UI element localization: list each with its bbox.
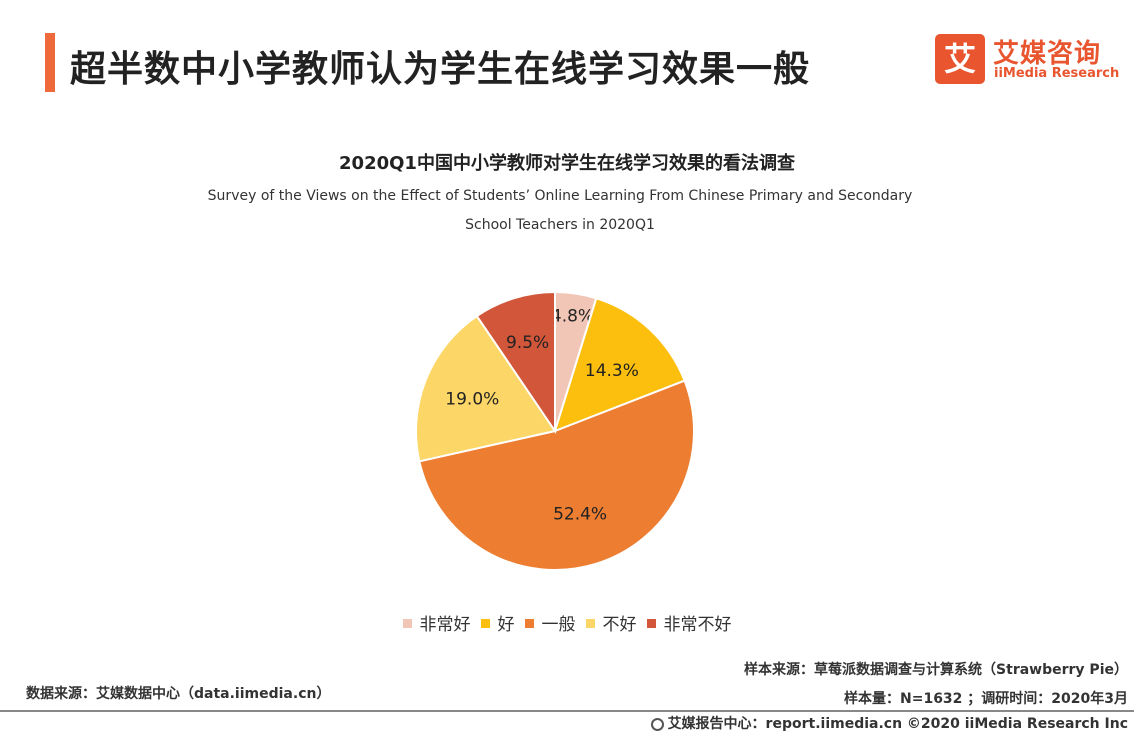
legend-swatch [480, 619, 490, 628]
slice-data-label: 9.5% [506, 333, 549, 353]
title-accent-bar [45, 33, 55, 92]
legend-label: 一般 [541, 615, 576, 635]
chart-subtitle: Survey of the Views on the Effect of Stu… [207, 188, 913, 233]
legend-item: 好 [480, 610, 515, 635]
slice-data-label: 14.3% [585, 361, 639, 381]
legend-label: 好 [497, 615, 515, 635]
chart-legend: 非常好 好 一般 不好 非常不好 [0, 610, 1134, 635]
legend-label: 非常好 [419, 615, 471, 635]
legend-swatch [524, 619, 534, 628]
legend-label: 不好 [602, 615, 637, 635]
logo-name-cn: 艾媒咨询 [993, 39, 1102, 69]
legend-swatch [402, 619, 412, 628]
legend-swatch [585, 619, 595, 628]
legend-item: 非常不好 [646, 610, 732, 635]
legend-item: 一般 [524, 610, 576, 635]
chart-title: 2020Q1中国中小学教师对学生在线学习效果的看法调查 [339, 153, 795, 174]
logo-name-en: iiMedia Research [994, 66, 1120, 81]
legend-swatch [646, 619, 656, 628]
footer-divider [0, 710, 1134, 712]
sample-size: 样本量：N=1632 ；调研时间：2020年3月 [844, 691, 1128, 707]
legend-item: 非常好 [402, 610, 471, 635]
legend-item: 不好 [585, 610, 637, 635]
slice-data-label: 19.0% [445, 389, 499, 409]
iimedia-logo-icon: 艾 [935, 34, 985, 84]
pie-slice [475, 290, 556, 435]
pie-slice [553, 297, 686, 433]
globe-icon [650, 718, 664, 731]
pie-slice [415, 314, 557, 463]
data-source: 数据来源：艾媒数据中心（data.iimedia.cn） [26, 686, 331, 702]
footer-report-center: 艾媒报告中心：report.iimedia.cn ©2020 iiMedia R… [650, 713, 1128, 733]
pie-slice [418, 379, 695, 571]
page-title: 超半数中小学教师认为学生在线学习效果一般 [70, 49, 811, 90]
brand-logo: 艾 艾媒咨询 iiMedia Research [935, 34, 1119, 84]
slice-data-label: 52.4% [553, 504, 607, 524]
report-center-text[interactable]: 艾媒报告中心：report.iimedia.cn ©2020 iiMedia R… [667, 716, 1128, 732]
sample-source: 样本来源：草莓派数据调查与计算系统（Strawberry Pie） [744, 662, 1128, 678]
footer-sample-info: 样本来源：草莓派数据调查与计算系统（Strawberry Pie） 样本量：N=… [744, 656, 1128, 714]
legend-label: 非常不好 [663, 615, 732, 635]
slice-data-label: 4.8% [551, 307, 594, 327]
